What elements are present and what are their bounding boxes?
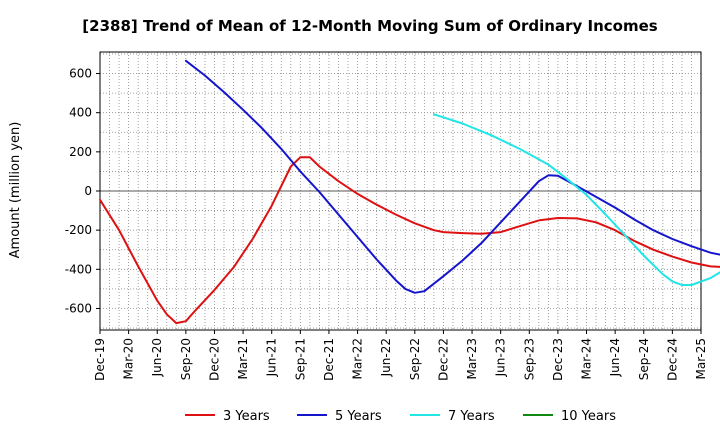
y-axis-label: Amount (million yen) (8, 122, 23, 259)
y-axis: -600 -400 -200 0 200 400 600 (65, 67, 100, 315)
x-tick-label: Mar-22 (351, 338, 365, 379)
x-axis: Dec-19 Mar-20 Jun-20 Sep-20 Dec-20 Mar-21 Jun-… (93, 330, 708, 381)
legend-label-7-years: 7 Years (448, 409, 495, 424)
series-lines (99, 59, 720, 325)
x-tick-label: Mar-21 (236, 338, 250, 379)
y-tick-label: 600 (69, 67, 92, 81)
chart-title: [2388] Trend of Mean of 12-Month Moving … (82, 17, 657, 35)
x-tick-label: Mar-25 (694, 338, 708, 379)
x-tick-label: Sep-20 (179, 338, 193, 380)
y-tick-label: 200 (69, 145, 92, 159)
x-tick-label: Jun-20 (150, 338, 164, 377)
x-tick-label: Jun-23 (494, 338, 508, 377)
x-tick-label: Sep-21 (293, 338, 307, 380)
x-tick-label: Dec-24 (665, 338, 679, 381)
x-tick-label: Jun-22 (379, 338, 393, 377)
y-tick-label: -600 (65, 301, 92, 315)
x-tick-label: Dec-22 (436, 338, 450, 381)
legend-label-10-years: 10 Years (561, 409, 616, 424)
x-tick-label: Mar-20 (122, 338, 136, 379)
x-tick-label: Dec-23 (551, 338, 565, 381)
legend-label-5-years: 5 Years (335, 409, 382, 424)
grid-lines (99, 52, 702, 330)
y-tick-label: 400 (69, 106, 92, 120)
series-line-5-years (184, 59, 720, 294)
x-tick-label: Sep-22 (408, 338, 422, 380)
legend-label-3-years: 3 Years (223, 409, 270, 424)
x-tick-label: Sep-23 (522, 338, 536, 380)
x-tick-label: Jun-21 (265, 338, 279, 377)
x-tick-label: Mar-24 (580, 338, 594, 379)
x-tick-label: Mar-23 (465, 338, 479, 379)
y-tick-label: -400 (65, 262, 92, 276)
x-tick-label: Dec-21 (322, 338, 336, 381)
y-tick-label: 0 (84, 184, 92, 198)
y-tick-label: -200 (65, 223, 92, 237)
x-tick-label: Dec-20 (207, 338, 221, 381)
series-line-7-years (432, 113, 720, 286)
x-tick-label: Jun-24 (608, 338, 622, 377)
series-line-3-years (99, 156, 720, 325)
x-tick-label: Sep-24 (637, 338, 651, 380)
legend: 3 Years 5 Years 7 Years 10 Years (185, 409, 616, 424)
x-tick-label: Dec-19 (93, 338, 107, 381)
